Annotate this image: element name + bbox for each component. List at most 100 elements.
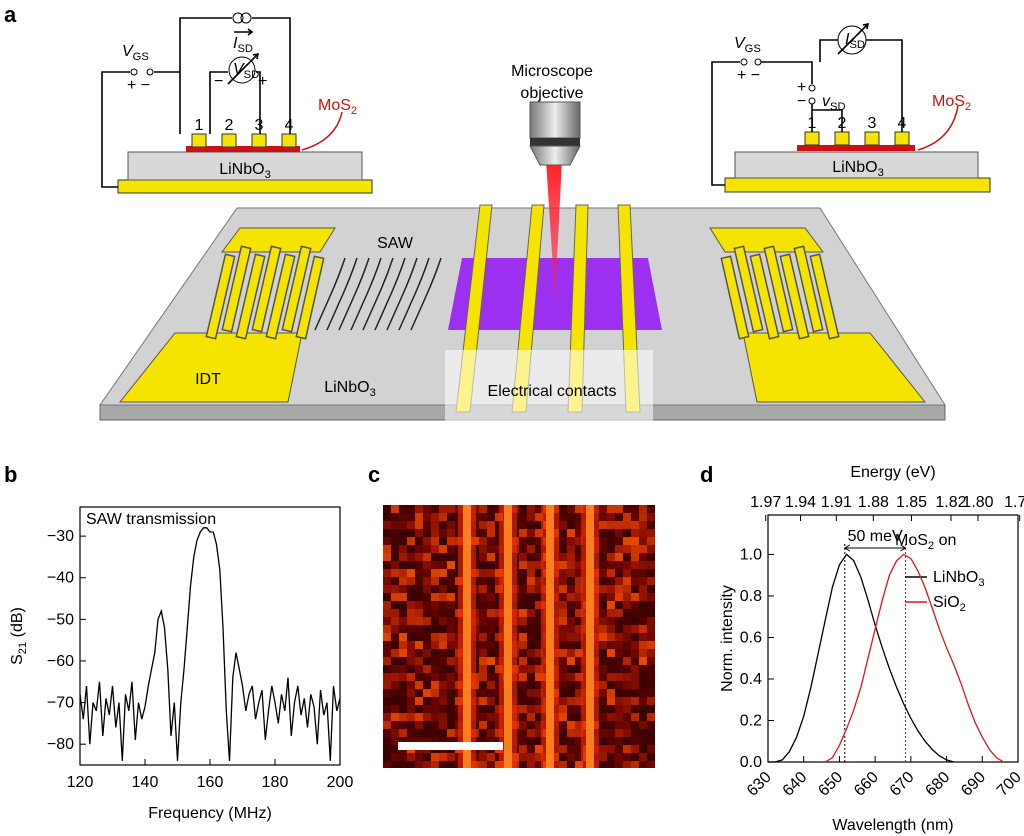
pl-pixel xyxy=(407,649,415,657)
x-tick-label: 670 xyxy=(887,769,918,800)
pl-pixel xyxy=(447,513,455,521)
pl-pixel xyxy=(623,521,631,529)
text-base: V xyxy=(233,61,245,78)
pl-pixel xyxy=(407,753,415,761)
pl-pixel xyxy=(631,617,639,625)
pl-pixel xyxy=(607,721,615,729)
pl-pixel xyxy=(559,617,567,625)
pl-pixel xyxy=(447,673,455,681)
pl-pixel xyxy=(479,585,487,593)
pl-pixel xyxy=(519,673,527,681)
y-tick-label: 0.4 xyxy=(740,671,762,688)
pl-pixel xyxy=(407,713,415,721)
pl-pixel xyxy=(607,737,615,745)
text-base: MoS xyxy=(318,97,351,114)
pl-pixel xyxy=(631,705,639,713)
pl-pixel xyxy=(559,713,567,721)
pl-pixel xyxy=(479,721,487,729)
pl-pixel xyxy=(639,649,647,657)
pad-label: 2 xyxy=(225,117,234,134)
pl-pixel xyxy=(415,697,423,705)
pl-pixel xyxy=(623,585,631,593)
text-sub: 3 xyxy=(265,169,271,181)
pl-pixel xyxy=(631,649,639,657)
pl-pixel xyxy=(383,753,391,761)
pl-pixel xyxy=(599,537,607,545)
pl-pixel xyxy=(487,553,495,561)
pl-pixel xyxy=(423,593,431,601)
pl-pixel xyxy=(519,657,527,665)
text-base: LiNbO xyxy=(832,159,877,176)
pl-pixel xyxy=(479,633,487,641)
pl-pixel xyxy=(599,761,607,768)
pl-pixel xyxy=(639,513,647,521)
pl-pixel xyxy=(391,705,399,713)
pl-pixel xyxy=(423,761,431,768)
pl-pixel xyxy=(399,713,407,721)
pl-pixel xyxy=(519,753,527,761)
pl-pixel xyxy=(575,721,583,729)
pl-pixel xyxy=(607,521,615,529)
pl-pixel xyxy=(423,705,431,713)
pl-pixel xyxy=(399,521,407,529)
pl-pixel xyxy=(647,681,655,689)
pl-pixel xyxy=(423,617,431,625)
pl-pixel xyxy=(399,737,407,745)
pl-pixel xyxy=(527,577,535,585)
pl-pixel xyxy=(415,737,423,745)
pl-pixel xyxy=(519,721,527,729)
pl-pixel xyxy=(647,697,655,705)
pl-pixel xyxy=(631,633,639,641)
pl-pixel xyxy=(607,609,615,617)
text-base: LiNbO xyxy=(324,379,369,396)
pl-pixel xyxy=(407,585,415,593)
x-tick-label: 690 xyxy=(958,769,989,800)
pl-pixel xyxy=(615,745,623,753)
pl-pixel xyxy=(399,513,407,521)
pl-pixel xyxy=(567,737,575,745)
pl-pixel xyxy=(535,705,543,713)
pl-pixel xyxy=(559,649,567,657)
pl-pixel xyxy=(559,585,567,593)
pl-pixel xyxy=(399,585,407,593)
pl-pixel xyxy=(487,665,495,673)
pl-pixel xyxy=(487,537,495,545)
pl-pixel xyxy=(631,737,639,745)
pl-pixel xyxy=(559,657,567,665)
pl-pixel xyxy=(615,673,623,681)
pl-pixel xyxy=(383,721,391,729)
pl-pixel xyxy=(639,593,647,601)
pl-pixel xyxy=(519,633,527,641)
pl-pixel xyxy=(415,601,423,609)
pl-pixel xyxy=(391,529,399,537)
pl-pixel xyxy=(391,753,399,761)
pl-pixel xyxy=(527,609,535,617)
series-line xyxy=(79,527,341,761)
pl-pixel xyxy=(615,617,623,625)
pl-pixel xyxy=(639,585,647,593)
pl-stripe xyxy=(546,505,554,768)
pl-pixel xyxy=(439,505,447,513)
pl-pixel xyxy=(399,553,407,561)
pl-pixel xyxy=(487,705,495,713)
pl-pixel xyxy=(423,713,431,721)
pl-pixel xyxy=(415,529,423,537)
pl-pixel xyxy=(439,529,447,537)
pl-pixel xyxy=(623,665,631,673)
pl-pixel xyxy=(391,585,399,593)
y-tick-label: −40 xyxy=(47,570,74,587)
pl-pixel xyxy=(647,617,655,625)
pl-pixel xyxy=(535,737,543,745)
pl-pixel xyxy=(407,705,415,713)
pl-pixel xyxy=(487,729,495,737)
pl-pixel xyxy=(575,577,583,585)
x-tick-label: 140 xyxy=(132,774,159,791)
pl-pixel xyxy=(519,713,527,721)
pl-pixel xyxy=(559,633,567,641)
y-tick-label: 0.0 xyxy=(740,754,762,771)
pl-pixel xyxy=(383,521,391,529)
pl-pixel xyxy=(479,729,487,737)
pl-pixel xyxy=(391,521,399,529)
pl-pixel xyxy=(407,657,415,665)
pl-pixel xyxy=(615,609,623,617)
